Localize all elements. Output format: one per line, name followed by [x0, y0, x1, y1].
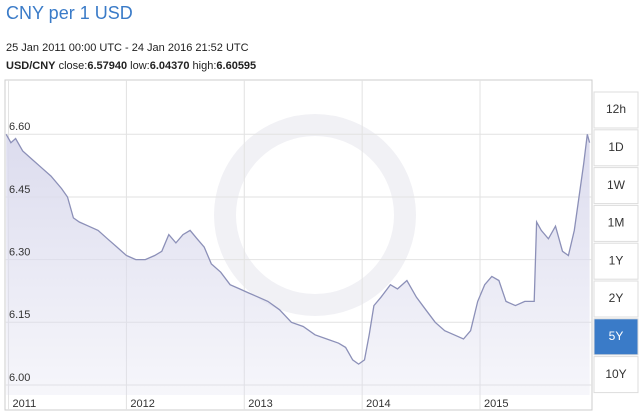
range-button-label: 10Y: [605, 367, 626, 381]
range-button[interactable]: [593, 356, 639, 394]
chart-title: CNY per 1 USD: [6, 3, 133, 23]
stat-value: 6.57940: [87, 60, 127, 72]
watermark: [214, 114, 416, 316]
x-tick-label: 2015: [484, 398, 508, 410]
range-button-label: 1W: [607, 178, 626, 192]
stat-label: high:: [193, 60, 217, 72]
range-button[interactable]: [593, 280, 639, 318]
x-tick-label: 2012: [130, 398, 154, 410]
range-button[interactable]: [593, 318, 639, 356]
stat-value: 6.04370: [150, 60, 190, 72]
range-button-label: 12h: [606, 102, 626, 116]
pair: USD/CNY: [6, 60, 56, 72]
range-button-label: 1M: [608, 216, 625, 230]
range-button-label: 1D: [608, 140, 624, 154]
x-tick-label: 2013: [248, 398, 272, 410]
stat-value: 6.60595: [216, 60, 256, 72]
range-button[interactable]: [593, 242, 639, 280]
line: [5, 133, 591, 365]
range-button[interactable]: [593, 204, 639, 242]
range-button[interactable]: [593, 91, 639, 129]
y-tick-label: 6.00: [9, 372, 30, 384]
y-tick-label: 6.45: [9, 184, 30, 196]
range-button-label: 2Y: [609, 291, 624, 305]
area: [6, 134, 590, 396]
stat-label: close:: [59, 60, 88, 72]
stats-line: USD/CNY close:6.57940 low:6.04370 high:6…: [6, 60, 256, 72]
y-tick-label: 6.15: [9, 309, 30, 321]
range-button-label: 1Y: [609, 253, 624, 267]
range-button-label: 5Y: [609, 329, 624, 343]
x-tick-label: 2014: [366, 398, 390, 410]
x-tick-label: 2011: [13, 398, 37, 410]
range-button[interactable]: [593, 129, 639, 167]
plot-frame: [4, 79, 593, 411]
stat-label: low:: [130, 60, 150, 72]
y-tick-label: 6.60: [9, 121, 30, 133]
chart-subtitle: 25 Jan 2011 00:00 UTC - 24 Jan 2016 21:5…: [6, 42, 249, 54]
range-button[interactable]: [593, 167, 639, 205]
y-tick-label: 6.30: [9, 247, 30, 259]
